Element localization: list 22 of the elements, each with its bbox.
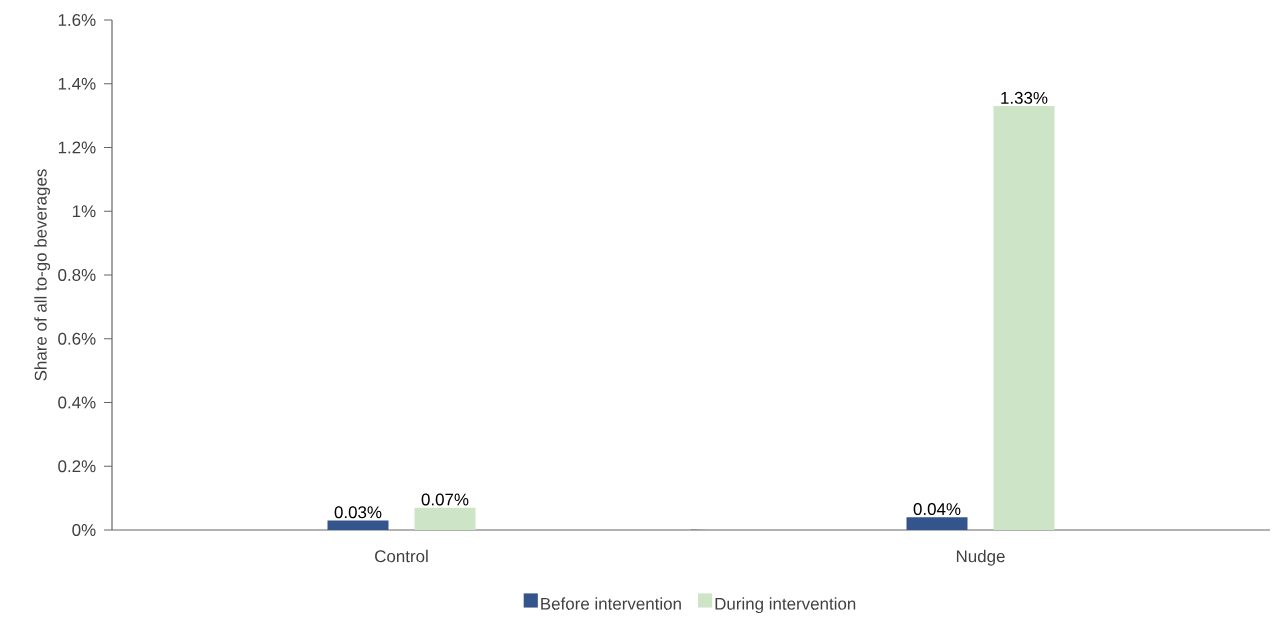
y-tick-label: 0.4% bbox=[58, 396, 96, 409]
data-label: 0.03% bbox=[334, 506, 382, 519]
y-tick-label: 0.6% bbox=[58, 332, 96, 345]
y-tick-label: 0.2% bbox=[58, 460, 96, 473]
legend-label: Before intervention bbox=[541, 597, 681, 610]
bar bbox=[993, 106, 1055, 530]
x-tick-label: Control bbox=[375, 549, 428, 563]
y-axis-title: Share of all to-go beverages bbox=[34, 169, 51, 381]
legend-label: During intervention bbox=[715, 597, 856, 614]
data-label: 0.04% bbox=[913, 503, 961, 516]
y-tick-label: 1% bbox=[72, 205, 96, 218]
data-label: 1.33% bbox=[1001, 91, 1048, 104]
x-tick-label: Nudge bbox=[956, 549, 1005, 566]
y-tick-label: 1.4% bbox=[58, 77, 96, 90]
y-tick-label: 0% bbox=[72, 524, 96, 536]
bar bbox=[906, 517, 968, 530]
y-tick-label: 0.8% bbox=[58, 269, 96, 281]
bar bbox=[414, 507, 476, 530]
data-label: 0.07% bbox=[421, 493, 469, 506]
bar bbox=[327, 520, 389, 530]
y-tick-label: 1.2% bbox=[58, 141, 96, 154]
y-tick-label: 1.6% bbox=[58, 14, 96, 26]
